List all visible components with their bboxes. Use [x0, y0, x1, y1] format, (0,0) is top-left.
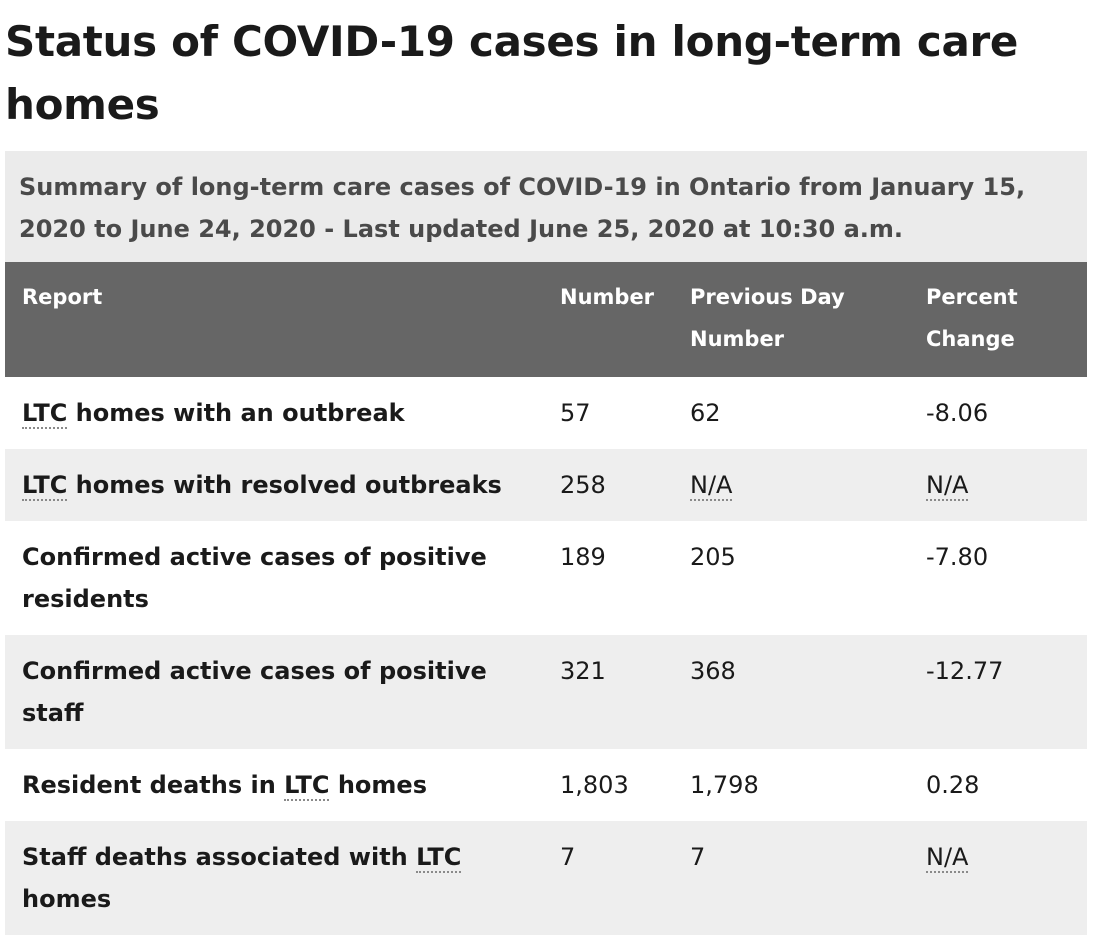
not-applicable-abbreviation[interactable]: N/A	[926, 843, 969, 873]
row-number: 258	[560, 471, 606, 499]
ltc-abbreviation[interactable]: LTC	[416, 843, 462, 873]
table-caption: Summary of long-term care cases of COVID…	[5, 151, 1087, 262]
report-label-text: Staff deaths associated with	[22, 843, 417, 871]
row-report-label: Staff deaths associated with LTC homes	[5, 821, 543, 935]
row-percent-change: -7.80	[926, 543, 989, 571]
table-row: Confirmed active cases of positive staff…	[5, 635, 1087, 749]
table-header-row: Report Number Previous Day Number Percen…	[5, 262, 1087, 377]
report-label-text: homes with an outbreak	[67, 399, 405, 427]
report-label-text: Resident deaths in	[22, 771, 285, 799]
header-number: Number	[560, 285, 655, 309]
ltc-status-table: Report Number Previous Day Number Percen…	[5, 262, 1087, 935]
row-percent-change: N/A	[909, 449, 1087, 521]
row-percent-change: N/A	[909, 821, 1087, 935]
row-report-label: LTC homes with an outbreak	[5, 377, 543, 449]
ltc-status-table-container: Summary of long-term care cases of COVID…	[5, 151, 1087, 935]
table-row: LTC homes with resolved outbreaks 258 N/…	[5, 449, 1087, 521]
table-row: LTC homes with an outbreak 57 62 -8.06	[5, 377, 1087, 449]
report-label-text: homes with resolved outbreaks	[67, 471, 502, 499]
row-previous-day-number: 1,798	[690, 771, 759, 799]
ltc-abbreviation[interactable]: LTC	[22, 399, 68, 429]
row-number: 189	[560, 543, 606, 571]
not-applicable-abbreviation[interactable]: N/A	[690, 471, 733, 501]
row-previous-day-number: N/A	[673, 449, 909, 521]
report-label-text: homes	[329, 771, 427, 799]
row-number: 7	[560, 843, 576, 871]
header-percent-change: Percent Change	[926, 285, 1018, 351]
not-applicable-abbreviation[interactable]: N/A	[926, 471, 969, 501]
ltc-abbreviation[interactable]: LTC	[284, 771, 330, 801]
row-report-label: Confirmed active cases of positive staff	[22, 657, 487, 727]
table-row: Staff deaths associated with LTC homes 7…	[5, 821, 1087, 935]
row-previous-day-number: 62	[690, 399, 721, 427]
row-number: 57	[560, 399, 591, 427]
row-report-label: LTC homes with resolved outbreaks	[5, 449, 543, 521]
row-previous-day-number: 7	[690, 843, 706, 871]
row-previous-day-number: 205	[690, 543, 736, 571]
row-percent-change: 0.28	[926, 771, 980, 799]
header-previous-day-number: Previous Day Number	[690, 285, 845, 351]
page-title: Status of COVID-19 cases in long-term ca…	[5, 17, 1019, 129]
row-number: 321	[560, 657, 606, 685]
table-row: Resident deaths in LTC homes 1,803 1,798…	[5, 749, 1087, 821]
row-number: 1,803	[560, 771, 629, 799]
header-report: Report	[22, 285, 103, 309]
report-label-text: homes	[22, 885, 112, 913]
row-report-label: Resident deaths in LTC homes	[5, 749, 543, 821]
row-percent-change: -8.06	[926, 399, 989, 427]
ltc-abbreviation[interactable]: LTC	[22, 471, 68, 501]
row-report-label: Confirmed active cases of positive resid…	[22, 543, 487, 613]
row-percent-change: -12.77	[926, 657, 1004, 685]
table-row: Confirmed active cases of positive resid…	[5, 521, 1087, 635]
row-previous-day-number: 368	[690, 657, 736, 685]
